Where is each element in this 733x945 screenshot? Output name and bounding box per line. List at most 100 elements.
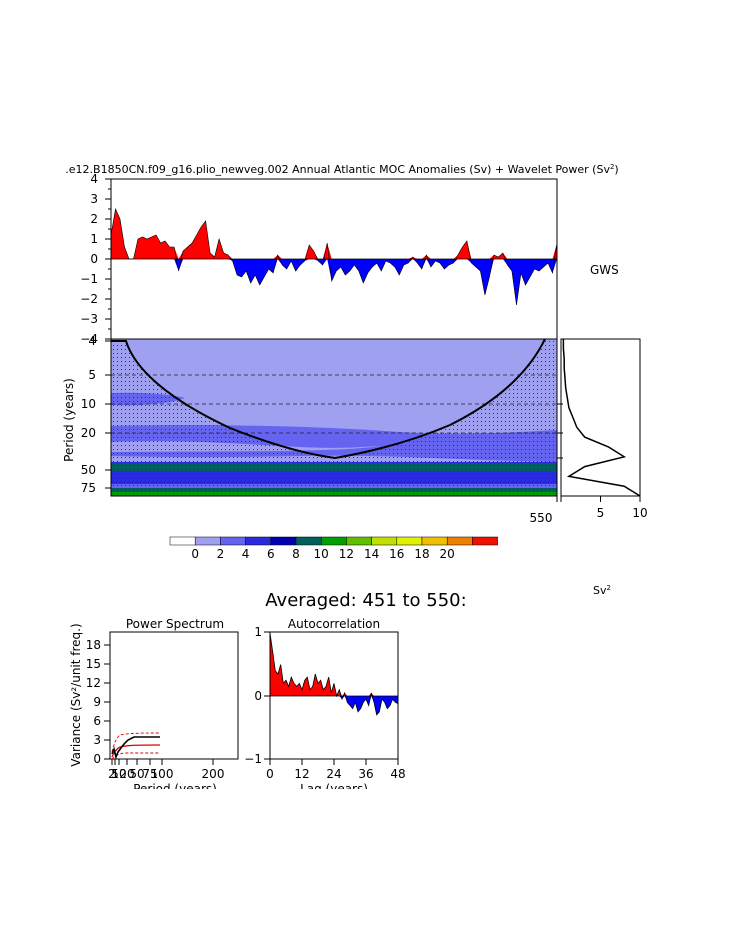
colorbar-box [446,536,473,546]
wavelet-y-tick-label: 10 [81,397,96,411]
power-spectrum-y-tick-label: 15 [86,657,101,671]
anomaly-y-tick-label: −3 [80,312,98,326]
anomaly-negative-area [111,259,557,305]
autocorrelation-negative-area [270,696,398,715]
cone-of-influence-hatch-right [335,339,557,458]
gws-x-tick-label: 10 [632,506,647,520]
power-spectrum-y-axis: 0 3 6 9 12 15 18 [86,638,110,766]
anomaly-y-tick-label: −2 [80,292,98,306]
colorbar-label: 8 [292,547,300,561]
colorbar-label: 14 [364,547,379,561]
colorbar-label: 10 [314,547,329,561]
wavelet-y-tick-label: 5 [88,368,96,382]
power-spectrum-x-tick-label: 2 [108,767,116,781]
autocorrelation-x-tick-label: 48 [390,767,405,781]
anomaly-y-tick-label: 0 [90,252,98,266]
power-spectrum-line [111,736,160,760]
autocorrelation-positive-area [270,633,398,696]
cone-of-influence-hatch-left [111,339,335,458]
wavelet-y-axis: 4 5 10 20 50 75 [81,334,111,495]
anomaly-y-tick-label: −4 [80,332,98,346]
power-spectrum-y-tick-label: 9 [93,695,101,709]
colorbar-label: 6 [267,547,275,561]
power-spectrum-y-tick-label: 0 [93,752,101,766]
wavelet-y-tick-label: 4 [88,334,96,348]
power-spectrum-x-tick-label: 100 [151,767,174,781]
power-spectrum-lower-confidence [111,752,160,760]
colorbar-label: 16 [389,547,404,561]
autocorrelation-line [269,632,399,716]
power-spectrum-title: Power Spectrum [126,617,224,631]
power-spectrum-significance [111,744,161,758]
gws-label: GWS [590,263,619,277]
anomaly-y-tick-label: 4 [90,172,98,186]
colorbar-box [346,536,372,546]
anomaly-area [110,207,558,306]
power-spectrum-x-tick-label: 10 [111,767,126,781]
anomaly-positive-area [111,209,557,259]
colorbar-box [245,536,272,546]
anomaly-panel: 4 3 2 1 0 −1 −2 −3 −4 [80,172,558,346]
autocorrelation-x-tick-label: 24 [326,767,341,781]
anomaly-line [110,207,558,306]
autocorrelation-x-tick-label: 0 [266,767,274,781]
power-spectrum-x-tick-label: 20 [119,767,134,781]
colorbar-label: 0 [191,547,199,561]
anomaly-y-tick-label: 1 [90,232,98,246]
colorbar-boxes [169,536,498,546]
colorbar-label: 4 [242,547,250,561]
colorbar-box [396,536,423,546]
gws-x-axis: 5 10 [560,496,648,520]
power-spectrum-y-tick-label: 3 [93,733,101,747]
autocorrelation-y-tick-label: 1 [254,625,262,639]
cone-of-influence-curve [111,339,546,460]
gws-x-tick-label: 5 [597,506,605,520]
power-spectrum-y-label: Variance (Sv²/unit freq.) [69,623,83,766]
colorbar-label: 12 [339,547,354,561]
power-spectrum-frame [109,631,239,760]
autocorrelation-x-tick-label: 12 [294,767,309,781]
power-spectrum-x-tick-label: 50 [129,767,144,781]
power-spectrum-y-tick-label: 6 [93,714,101,728]
wavelet-frame [110,338,558,497]
wavelet-y-tick-label: 50 [81,463,96,477]
sv2-unit-label: Sv2 [593,584,611,597]
autocorrelation-y-tick-label: −1 [244,752,262,766]
power-spectrum-x-tick-label: 75 [142,767,157,781]
wavelet-y-tick-label: 75 [81,481,96,495]
autocorrelation-area [269,632,399,716]
autocorrelation-x-tick-label: 36 [358,767,373,781]
averaged-label: Averaged: 451 to 550: [265,590,466,611]
colorbar-label: 20 [440,547,455,561]
wavelet-y-axis-label: Period (years) [62,378,76,462]
colorbar-box [295,536,322,546]
autocorrelation-y-axis: 1 0 −1 [244,625,270,766]
colorbar-box [371,536,398,546]
colorbar-box [270,536,297,546]
colorbar: 0 2 4 6 8 10 12 14 16 18 20 [169,536,498,561]
anomaly-y-tick-label: −1 [80,272,98,286]
colorbar-box [194,536,221,546]
power-spectrum-x-tick-label: 200 [202,767,225,781]
autocorrelation-title: Autocorrelation [288,617,380,631]
cone-of-influence-hatch-bottom [111,458,557,496]
colorbar-label: 18 [414,547,429,561]
colorbar-box [472,536,498,546]
wavelet-x-tick-label: 550 [530,511,553,525]
colorbar-box [220,536,246,546]
wavelet-panel: 4 5 10 20 50 75 Period (years) 550 [62,334,558,525]
bottom-mask [60,789,460,809]
colorbar-box [320,536,347,546]
colorbar-label: 2 [217,547,225,561]
gws-panel: 5 10 [557,338,648,520]
anomaly-y-tick-label: 3 [90,192,98,206]
figure-title: .e12.B1850CN.f09_g16.plio_newveg.002 Ann… [65,163,618,176]
gws-line [562,339,641,497]
power-spectrum-upper-confidence [111,732,161,753]
colorbar-labels: 0 2 4 6 8 10 12 14 16 18 20 [191,547,454,561]
power-spectrum-y-tick-label: 12 [86,676,101,690]
